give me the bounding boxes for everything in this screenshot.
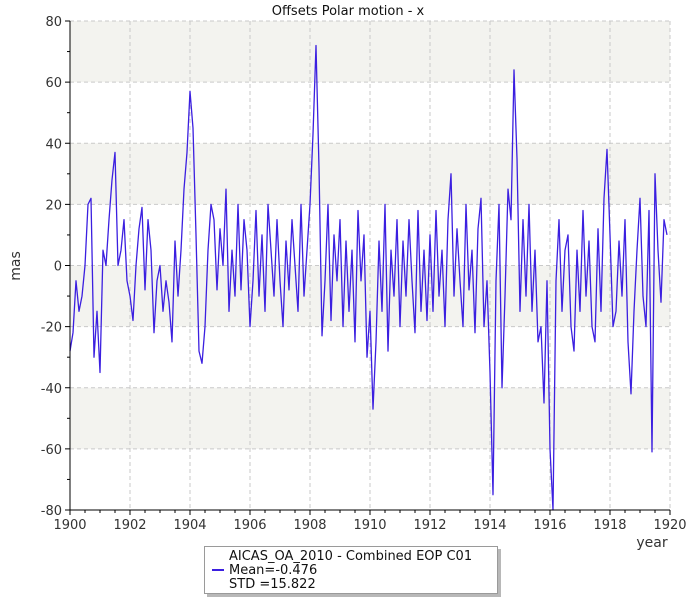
x-tick-label: 1904 bbox=[173, 518, 206, 533]
x-tick-label: 1912 bbox=[413, 518, 446, 533]
x-tick-label: 1910 bbox=[353, 518, 386, 533]
series-line-aicas bbox=[69, 44, 668, 511]
x-tick-label: 1914 bbox=[473, 518, 506, 533]
y-tick-label: 60 bbox=[45, 76, 62, 91]
x-tick-label: 1918 bbox=[593, 518, 626, 533]
y-tick-label: -80 bbox=[41, 504, 62, 519]
y-tick-label: -40 bbox=[41, 382, 62, 397]
y-axis-title: mas bbox=[8, 251, 24, 281]
y-tick-label: 20 bbox=[45, 198, 62, 213]
x-tick-label: 1902 bbox=[113, 518, 146, 533]
y-tick-label: 80 bbox=[45, 15, 62, 30]
y-tick-label: 40 bbox=[45, 137, 62, 152]
legend-swatch bbox=[212, 569, 224, 571]
legend-std: STD =15.822 bbox=[229, 577, 316, 592]
x-tick-label: 1900 bbox=[53, 518, 86, 533]
y-axis-ticks: -80 -60 -40 -20 0 20 40 60 80 bbox=[41, 15, 70, 519]
plot-band bbox=[70, 387, 670, 449]
x-tick-label: 1906 bbox=[233, 518, 266, 533]
x-axis-ticks: 1900 1902 1904 1906 1908 1910 1912 1914 1916 1918… bbox=[53, 510, 687, 533]
y-tick-label: -20 bbox=[41, 321, 62, 336]
legend: AICAS_OA_2010 - Combined EOP C01 Mean=-0… bbox=[204, 546, 498, 594]
x-tick-label: 1920 bbox=[653, 518, 686, 533]
x-tick-label: 1908 bbox=[293, 518, 326, 533]
x-tick-label: 1916 bbox=[533, 518, 566, 533]
y-tick-label: 0 bbox=[54, 260, 62, 275]
plot-band bbox=[70, 143, 670, 205]
legend-mean: Mean=-0.476 bbox=[229, 563, 318, 578]
y-tick-label: -60 bbox=[41, 443, 62, 458]
chart-title: Offsets Polar motion - x bbox=[272, 4, 425, 19]
x-axis-title: year bbox=[636, 535, 667, 551]
legend-series-name: AICAS_OA_2010 - Combined EOP C01 bbox=[229, 549, 473, 564]
